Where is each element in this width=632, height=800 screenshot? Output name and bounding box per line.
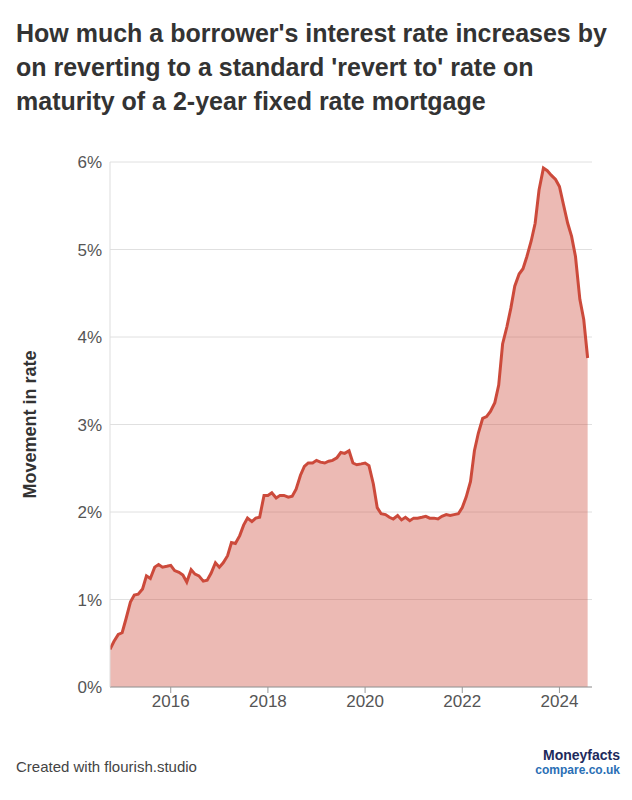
svg-text:2020: 2020 xyxy=(346,692,384,711)
html-text:Moneyfacts: Moneyfacts xyxy=(543,747,620,763)
svg-text:2016: 2016 xyxy=(152,692,190,711)
svg-text:3%: 3% xyxy=(77,416,102,435)
svg-text:1%: 1% xyxy=(77,591,102,610)
svg-text:2018: 2018 xyxy=(249,692,287,711)
svg-text:5%: 5% xyxy=(77,241,102,260)
svg-text:2022: 2022 xyxy=(443,692,481,711)
html-text:How much a borrower's interest: How much a borrower's interest rate incr… xyxy=(16,19,607,115)
svg-text:6%: 6% xyxy=(77,153,102,172)
svg-text:2%: 2% xyxy=(77,503,102,522)
svg-text:4%: 4% xyxy=(77,328,102,347)
svg-text:Movement in rate: Movement in rate xyxy=(20,350,40,498)
svg-text:2024: 2024 xyxy=(541,692,579,711)
html-text:Created with flourish.studio: Created with flourish.studio xyxy=(16,758,197,775)
svg-text:0%: 0% xyxy=(77,678,102,697)
html-text:compare.co.uk: compare.co.uk xyxy=(535,763,620,777)
